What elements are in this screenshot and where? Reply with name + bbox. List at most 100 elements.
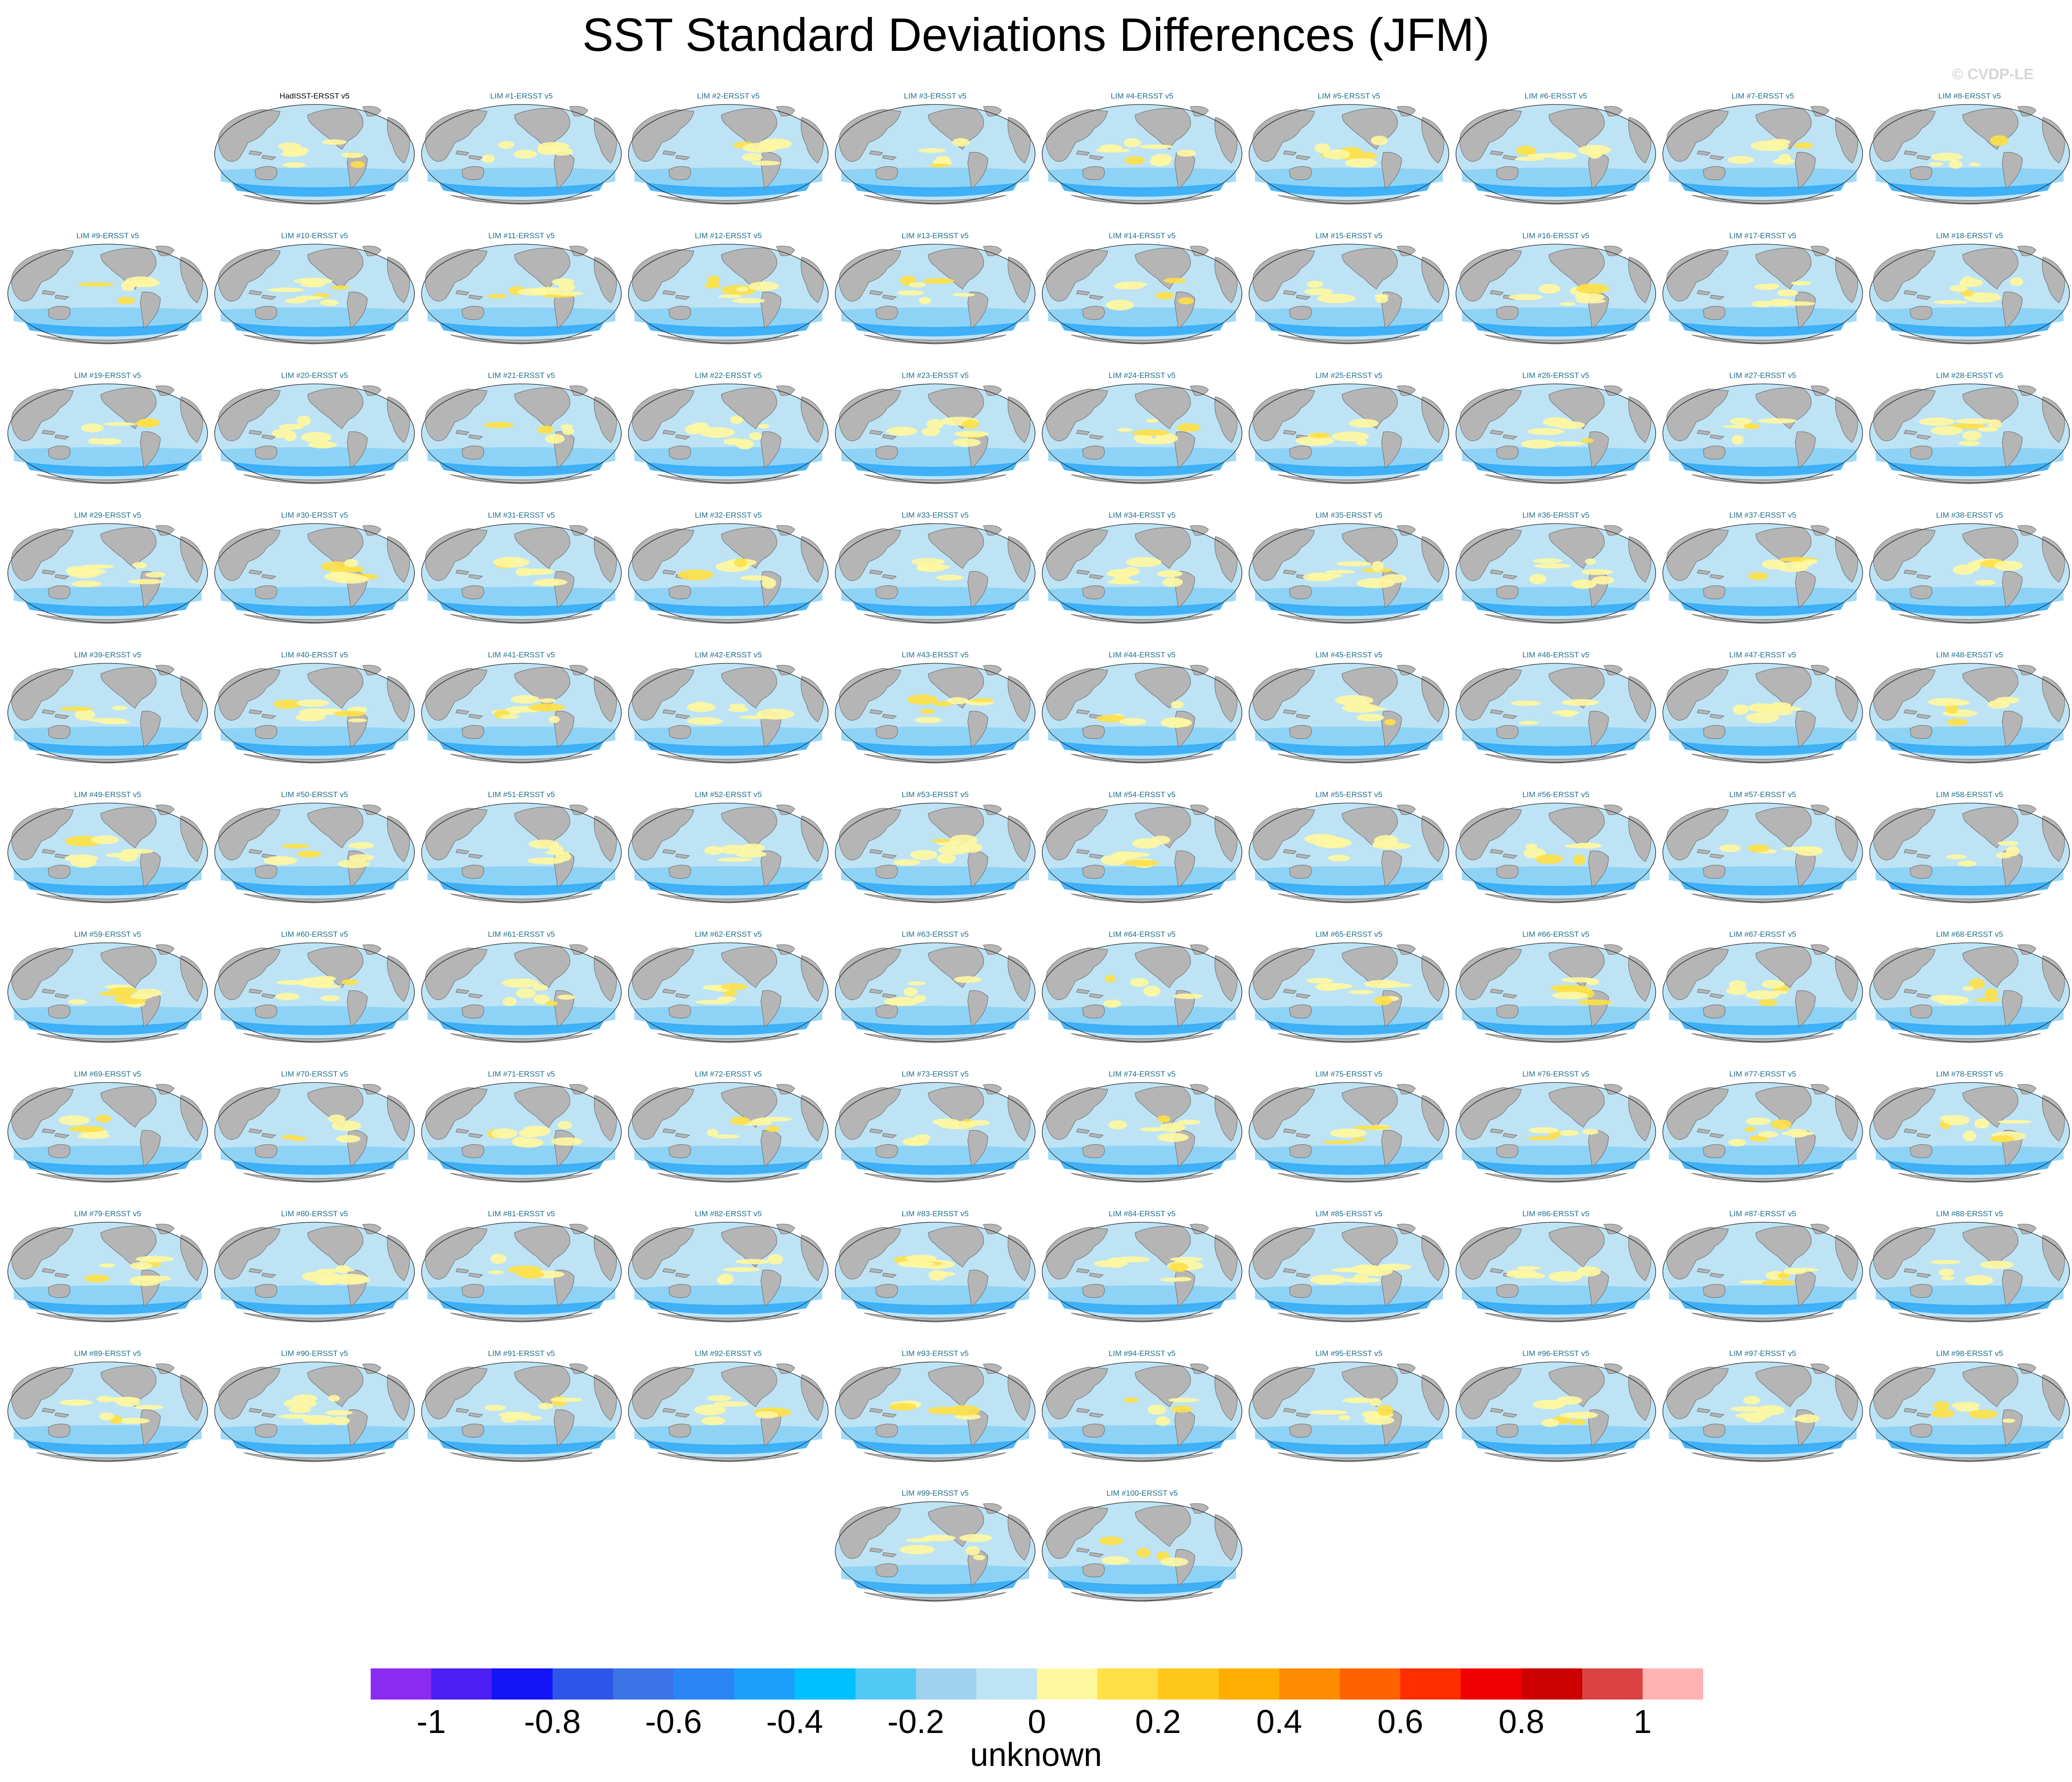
positive-anomaly-patch [1538,284,1561,294]
panel-label: LIM #100-ERSST v5 [1107,1489,1178,1498]
colorbar-box [855,1668,916,1700]
panel-label: LIM #10-ERSST v5 [281,231,348,240]
colorbar-tick-label: -0.4 [766,1704,823,1740]
positive-anomaly-patch [936,574,964,581]
positive-anomaly-patch [1176,423,1201,432]
panel-label: LIM #96-ERSST v5 [1522,1349,1589,1358]
map-panel: LIM #43-ERSST v5 [835,650,1036,764]
world-map [1455,1361,1656,1462]
positive-anomaly-patch [482,154,495,163]
positive-anomaly-patch [1758,1131,1778,1137]
positive-anomaly-patch [502,978,539,988]
world-map [421,663,622,764]
map-panel: LIM #41-ERSST v5 [421,650,622,764]
positive-anomaly-patch [296,699,329,707]
colorbar-tick-label: 0 [1027,1704,1047,1740]
positive-anomaly-patch [883,997,920,1006]
panel-label: LIM #42-ERSST v5 [695,650,762,659]
world-map [628,1222,829,1323]
positive-anomaly-patch [1582,1129,1599,1135]
positive-anomaly-patch [887,426,917,436]
world-map [628,663,829,764]
positive-anomaly-patch [549,844,564,855]
positive-anomaly-patch [1743,1396,1760,1405]
positive-anomaly-patch [1356,578,1395,589]
world-map [1869,104,2070,205]
positive-anomaly-patch [1295,436,1334,446]
positive-anomaly-patch [1748,572,1769,580]
positive-anomaly-patch [938,845,970,855]
positive-anomaly-patch [937,853,956,864]
positive-anomaly-patch [1770,990,1788,995]
positive-anomaly-patch [1508,294,1543,301]
positive-anomaly-patch [723,989,737,997]
positive-anomaly-patch [749,432,762,440]
positive-anomaly-patch [328,1115,345,1123]
positive-anomaly-patch [1159,1123,1186,1132]
panel-label: LIM #56-ERSST v5 [1522,790,1589,799]
positive-anomaly-patch [1555,421,1585,429]
map-panel: LIM #62-ERSST v5 [628,930,829,1043]
map-panel: LIM #85-ERSST v5 [1249,1209,1449,1323]
world-map [1662,104,1863,205]
panel-label: LIM #32-ERSST v5 [695,511,762,519]
positive-anomaly-patch [1548,1271,1582,1282]
positive-anomaly-patch [69,568,101,579]
positive-anomaly-patch [1093,1260,1128,1268]
positive-anomaly-patch [1112,576,1131,585]
positive-anomaly-patch [1968,1410,1998,1419]
positive-anomaly-patch [1352,1264,1381,1274]
panel-label: LIM #37-ERSST v5 [1729,511,1796,519]
panel-label: LIM #38-ERSST v5 [1936,511,2003,519]
positive-anomaly-patch [914,717,942,723]
positive-anomaly-patch [704,846,723,855]
positive-anomaly-patch [128,579,164,585]
positive-anomaly-patch [1945,704,1959,714]
panel-label: LIM #63-ERSST v5 [902,930,969,939]
positive-anomaly-patch [973,1555,985,1560]
panel-label: LIM #25-ERSST v5 [1316,371,1382,380]
positive-anomaly-patch [484,422,514,428]
world-map [835,523,1036,624]
positive-anomaly-patch [1930,426,1963,436]
positive-anomaly-patch [1160,1557,1189,1567]
positive-anomaly-patch [921,564,951,570]
map-panel: LIM #28-ERSST v5 [1869,371,2070,484]
positive-anomaly-patch [1771,1119,1792,1130]
panel-label: LIM #15-ERSST v5 [1316,231,1382,240]
map-panel: LIM #86-ERSST v5 [1455,1209,1656,1323]
positive-anomaly-patch [294,278,333,284]
map-panel: LIM #24-ERSST v5 [1041,371,1243,484]
positive-anomaly-patch [1919,417,1955,426]
map-panel: LIM #19-ERSST v5 [7,371,208,484]
positive-anomaly-patch [1336,561,1371,567]
positive-anomaly-patch [692,701,708,709]
panel-label: LIM #50-ERSST v5 [281,790,348,799]
positive-anomaly-patch [1162,577,1183,587]
panel-label: LIM #46-ERSST v5 [1522,650,1589,659]
map-panel: LIM #71-ERSST v5 [421,1070,622,1183]
positive-anomaly-patch [1514,157,1545,161]
positive-anomaly-patch [1581,569,1613,575]
world-map [7,1361,208,1462]
positive-anomaly-patch [742,153,762,162]
map-panel: LIM #1-ERSST v5 [421,92,622,205]
positive-anomaly-patch [910,850,937,860]
positive-anomaly-patch [348,718,367,722]
positive-anomaly-patch [1356,439,1368,446]
positive-anomaly-patch [336,1135,361,1143]
positive-anomaly-patch [519,1128,542,1138]
positive-anomaly-patch [514,1137,543,1148]
world-map [1869,942,2070,1043]
positive-anomaly-patch [953,438,981,447]
positive-anomaly-patch [333,711,366,717]
positive-anomaly-patch [550,291,584,296]
positive-anomaly-patch [299,708,330,716]
map-panel: LIM #15-ERSST v5 [1249,231,1449,344]
positive-anomaly-patch [1751,301,1774,307]
positive-anomaly-patch [69,1126,104,1132]
positive-anomaly-patch [1791,281,1811,286]
positive-anomaly-patch [1310,1274,1346,1285]
panel-label: LIM #14-ERSST v5 [1108,231,1175,240]
positive-anomaly-patch [1928,698,1965,706]
